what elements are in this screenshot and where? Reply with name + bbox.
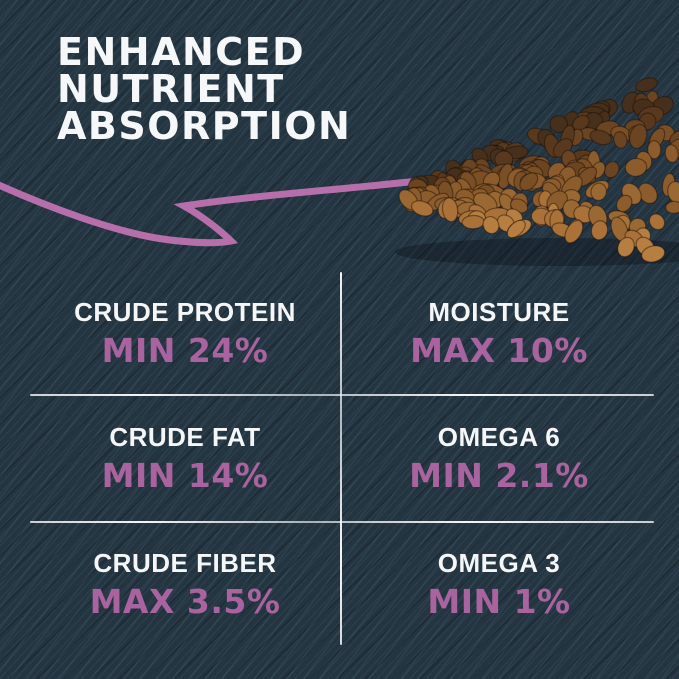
page-title-line-2: NUTRIENT xyxy=(57,67,285,111)
page-title-line-1: ENHANCED xyxy=(57,30,306,74)
kibble-pile-photo xyxy=(398,77,679,263)
cell-omega-6: OMEGA 6 MIN 2.1% xyxy=(342,395,656,522)
kibble-shadow xyxy=(395,238,679,266)
column-divider xyxy=(340,272,342,645)
page-title-line-3: ABSORPTION xyxy=(57,104,352,148)
nutrient-label: MOISTURE xyxy=(428,297,570,327)
cell-crude-fiber: CRUDE FIBER MAX 3.5% xyxy=(28,522,342,647)
row-divider xyxy=(30,394,654,396)
nutrient-value: MIN 24% xyxy=(101,331,269,370)
nutrient-label: OMEGA 6 xyxy=(437,422,561,452)
cell-crude-fat: CRUDE FAT MIN 14% xyxy=(28,395,342,522)
nutrient-label: CRUDE PROTEIN xyxy=(74,297,296,327)
cell-crude-protein: CRUDE PROTEIN MIN 24% xyxy=(28,272,342,395)
nutrient-label: CRUDE FAT xyxy=(109,422,261,452)
nutrient-value: MIN 1% xyxy=(427,582,571,621)
nutrient-value: MAX 3.5% xyxy=(89,582,281,621)
nutrient-value: MIN 14% xyxy=(101,456,269,495)
nutrient-label: CRUDE FIBER xyxy=(93,548,277,578)
row-divider xyxy=(30,521,654,523)
page-title: ENHANCED NUTRIENT ABSORPTION xyxy=(57,30,352,148)
cell-moisture: MOISTURE MAX 10% xyxy=(342,272,656,395)
nutrition-table: CRUDE PROTEIN MIN 24% MOISTURE MAX 10% C… xyxy=(28,272,656,647)
nutrient-label: OMEGA 3 xyxy=(437,548,561,578)
nutrient-value: MIN 2.1% xyxy=(409,456,589,495)
cell-omega-3: OMEGA 3 MIN 1% xyxy=(342,522,656,647)
hand-drawn-arrow-icon xyxy=(0,177,422,247)
nutrient-value: MAX 10% xyxy=(410,331,588,370)
